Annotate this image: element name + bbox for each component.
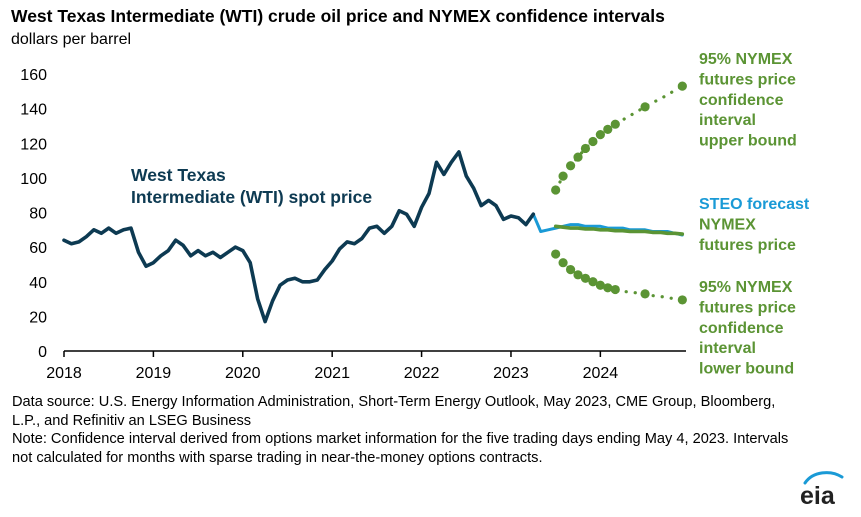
upper-marker: [573, 152, 583, 162]
upper-marker: [558, 171, 568, 181]
x-tick-label: 2020: [225, 365, 261, 382]
lower-marker: [588, 277, 598, 287]
forecast-label-line: NYMEX: [699, 216, 756, 233]
chart-notes: Data source: U.S. Energy Information Adm…: [12, 393, 802, 467]
lower-marker: [595, 280, 605, 290]
lower-bound-label-line: lower bound: [699, 361, 794, 378]
data-source-note: Data source: U.S. Energy Information Adm…: [12, 394, 776, 429]
upper-marker: [551, 185, 561, 195]
lower-marker: [640, 289, 650, 299]
upper-bound-label-line: futures price: [699, 71, 796, 88]
x-tick-label: 2023: [493, 365, 529, 382]
lower-marker: [565, 265, 576, 275]
lower-marker: [580, 273, 591, 283]
x-tick-label: 2018: [46, 365, 82, 382]
upper-marker: [595, 129, 605, 140]
upper-bound-label-line: interval: [699, 112, 756, 129]
lower-bound-label: 95% NYMEX futures price confidence interval…: [699, 279, 796, 378]
forecast-label-line: STEO forecast: [699, 196, 810, 213]
oil-price-chart: 0 20 40 60 80 100 120 140 160 2018 2019 2020 2021 202…: [20, 51, 810, 382]
lower-marker: [558, 258, 568, 268]
forecast-label-segment: futures price: [699, 237, 796, 254]
lower-bound-label-line: futures price: [699, 299, 796, 316]
lower-marker: [551, 249, 561, 259]
lower-bound-label-line: interval: [699, 340, 756, 357]
futures-series-line: [553, 224, 685, 236]
y-tick-label: 80: [29, 206, 47, 223]
y-tick-label: 100: [20, 171, 47, 188]
upper-series-line: [554, 84, 684, 192]
forecast-label: STEO forecast NYMEX futures price: [699, 196, 810, 254]
upper-marker: [610, 119, 620, 129]
lower-series-line: [554, 252, 684, 302]
lower-marker: [610, 284, 620, 295]
chart-title: West Texas Intermediate (WTI) crude oil …: [11, 6, 665, 26]
forecast-label-line: futures price: [699, 237, 796, 254]
upper-bound-label-line: confidence: [699, 92, 784, 109]
upper-marker: [588, 136, 598, 147]
y-tick-label: 140: [20, 102, 47, 119]
lower-bound-label-line: confidence: [699, 320, 784, 337]
lower-marker: [573, 270, 583, 280]
lower-marker: [603, 283, 613, 293]
confidence-interval-note: Note: Confidence interval derived from o…: [12, 431, 789, 466]
wti-series-line: [62, 150, 536, 324]
eia-logo: eia: [800, 471, 844, 508]
eia-logo-text: eia: [800, 482, 836, 508]
eia-logo-swoosh: [803, 471, 844, 485]
wti-series-label-line: West Texas: [131, 165, 226, 185]
y-tick-label: 40: [29, 275, 47, 292]
x-tick-label: 2022: [404, 365, 440, 382]
y-axis-unit-label: dollars per barrel: [11, 31, 132, 48]
upper-bound-label-line: upper bound: [699, 133, 797, 150]
upper-marker: [677, 81, 687, 91]
upper-bound-label-line: 95% NYMEX: [699, 51, 793, 68]
y-tick-label: 60: [29, 240, 47, 257]
wti-series-label-line: Intermediate (WTI) spot price: [131, 187, 372, 207]
y-tick-label: 0: [38, 344, 47, 361]
x-tick-label: 2019: [136, 365, 172, 382]
x-tick-label: 2021: [314, 365, 350, 382]
upper-marker: [640, 102, 650, 112]
y-tick-label: 120: [20, 136, 47, 153]
lower-bound-label-line: 95% NYMEX: [699, 279, 793, 296]
y-tick-label: 20: [29, 309, 47, 326]
forecast-label-segment: STEO forecast: [699, 196, 810, 213]
y-tick-label: 160: [20, 67, 47, 84]
x-tick-label: 2024: [583, 365, 619, 382]
upper-bound-label: 95% NYMEX futures price confidence interval…: [699, 51, 797, 150]
upper-marker: [580, 143, 591, 154]
lower-marker: [677, 295, 687, 305]
upper-marker: [603, 124, 613, 134]
forecast-label-segment: NYMEX: [699, 216, 756, 233]
upper-marker: [565, 161, 576, 171]
